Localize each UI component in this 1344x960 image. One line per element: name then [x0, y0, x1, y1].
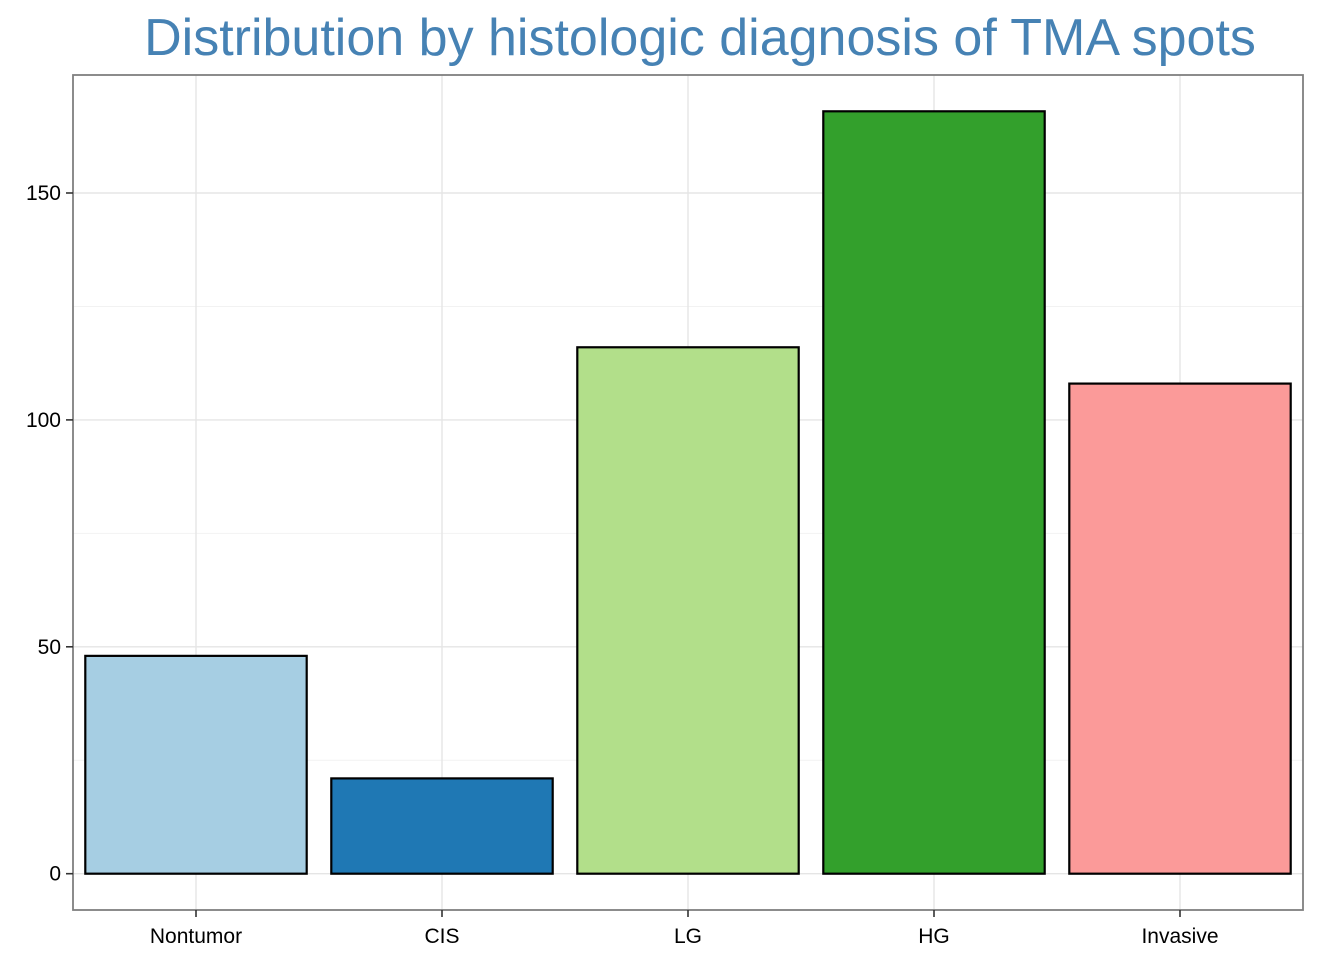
bar-hg [822, 110, 1046, 875]
bar-invasive [1068, 382, 1292, 875]
y-tick-label: 50 [38, 636, 61, 659]
bar-nontumor [84, 654, 308, 875]
axis-layer: 0 50 100 150 Nontumor CIS LG HG Invasive [26, 182, 1219, 948]
y-tick-label: 150 [26, 182, 61, 205]
chart-title: Distribution by histologic diagnosis of … [144, 9, 1256, 67]
y-tick-label: 100 [26, 409, 61, 432]
x-tick-label: Invasive [1141, 925, 1218, 948]
x-tick-label: Nontumor [150, 925, 242, 948]
x-tick-label: HG [918, 925, 950, 948]
y-tick-label: 0 [49, 863, 61, 886]
bar-cis [330, 777, 554, 875]
x-tick-label: LG [674, 925, 702, 948]
x-tick-label: CIS [424, 925, 459, 948]
bars-layer [84, 110, 1292, 875]
bar-lg [576, 346, 800, 875]
